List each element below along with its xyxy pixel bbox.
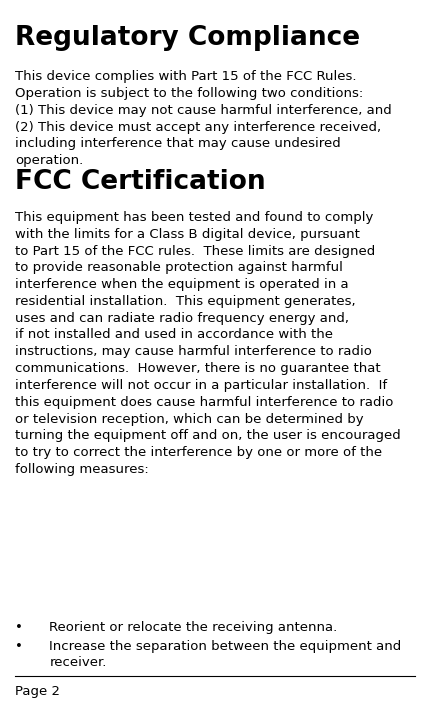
Text: •: • bbox=[15, 621, 23, 633]
Text: receiver.: receiver. bbox=[49, 656, 107, 669]
Text: FCC Certification: FCC Certification bbox=[15, 169, 266, 195]
Text: Page 2: Page 2 bbox=[15, 685, 60, 697]
Text: This device complies with Part 15 of the FCC Rules.
Operation is subject to the : This device complies with Part 15 of the… bbox=[15, 70, 392, 167]
Text: Reorient or relocate the receiving antenna.: Reorient or relocate the receiving anten… bbox=[49, 621, 338, 633]
Text: Increase the separation between the equipment and: Increase the separation between the equi… bbox=[49, 640, 402, 652]
Text: This equipment has been tested and found to comply
with the limits for a Class B: This equipment has been tested and found… bbox=[15, 211, 401, 476]
Text: Regulatory Compliance: Regulatory Compliance bbox=[15, 25, 360, 51]
Text: •: • bbox=[15, 640, 23, 652]
